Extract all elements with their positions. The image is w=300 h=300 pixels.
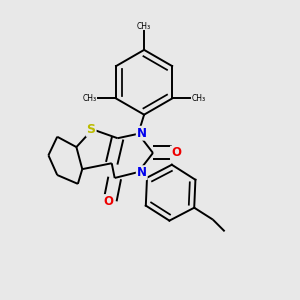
Text: CH₃: CH₃	[83, 94, 97, 103]
Text: CH₃: CH₃	[191, 94, 206, 103]
Text: O: O	[103, 195, 113, 208]
Text: CH₃: CH₃	[137, 22, 151, 31]
Text: S: S	[87, 123, 96, 136]
Text: N: N	[137, 166, 147, 179]
Text: O: O	[171, 146, 181, 159]
Text: N: N	[137, 127, 147, 140]
